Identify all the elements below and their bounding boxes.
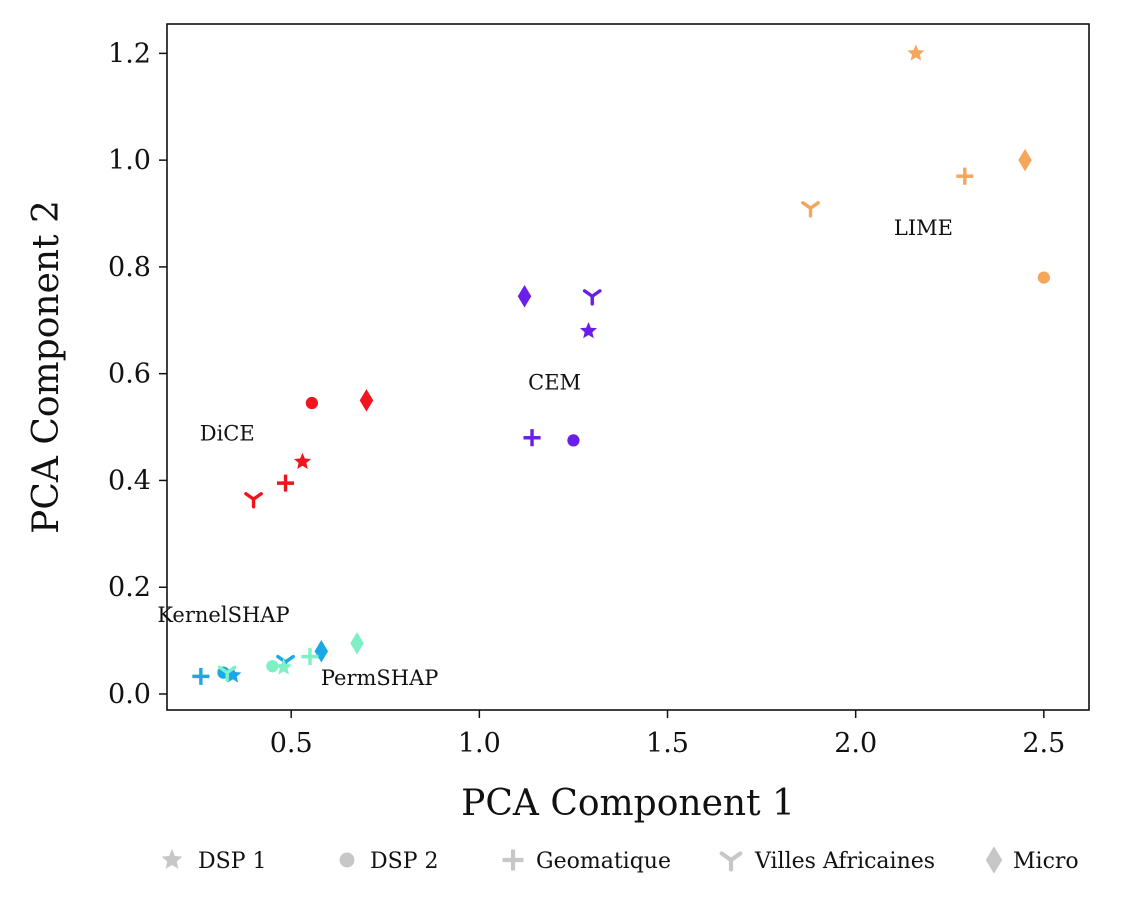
kernelshap-label: KernelSHAP (157, 603, 289, 627)
plot-frame (166, 23, 1090, 711)
dice-dsp-1-point (293, 452, 312, 470)
permshap-dsp-1-point (275, 658, 293, 675)
legend-plus-icon (502, 849, 524, 871)
x-axis-label: PCA Component 1 (461, 783, 795, 824)
lime-villes-africaines-point (801, 201, 820, 218)
y-tick-label: 0.4 (108, 465, 151, 496)
x-axis: 0.5 1.0 1.5 2.0 2.5 (270, 710, 1065, 759)
y-axis: 0.0 0.2 0.4 0.6 0.8 1.0 1.2 (108, 38, 167, 710)
legend-star-icon (161, 849, 183, 869)
y-axis-label: PCA Component 2 (26, 200, 67, 534)
y-tick-label: 0.6 (108, 359, 151, 390)
permshap-label: PermSHAP (321, 666, 439, 690)
dice-geomatique-point (276, 474, 295, 492)
legend-label: Villes Africaines (754, 849, 935, 874)
dice-micro-point (359, 389, 374, 412)
dice-villes-africaines-point (244, 492, 263, 509)
kernelshap-micro-point (314, 640, 329, 663)
legend-item-dsp-1: DSP 1 (161, 849, 267, 874)
permshap-micro-point (350, 632, 364, 655)
lime-micro-point (1018, 148, 1032, 172)
legend-item-geomatique: Geomatique (502, 849, 671, 874)
permshap-geomatique-point (301, 648, 319, 666)
legend-label: Micro (1013, 849, 1079, 874)
lime-dsp-1-point (907, 44, 925, 61)
x-tick-label: 1.5 (646, 728, 689, 759)
permshap-dsp-2-point (266, 660, 279, 673)
cem-villes-africaines-point (582, 289, 602, 306)
permshap-villes-africaines-point (217, 665, 237, 682)
legend-item-villes-africaines: Villes Africaines (719, 849, 935, 874)
cem-label: CEM (528, 371, 581, 395)
lime-geomatique-point (956, 167, 974, 185)
legend-diamond-icon (985, 846, 1003, 874)
y-tick-label: 1.0 (108, 145, 151, 176)
cem-micro-point (517, 285, 532, 308)
lime-dsp-2-point (1037, 271, 1050, 284)
dice-dsp-2-point (305, 396, 319, 410)
x-tick-label: 0.5 (270, 728, 313, 759)
legend-circle-icon (339, 852, 355, 868)
legend-item-dsp-2: DSP 2 (339, 849, 439, 874)
x-tick-label: 2.0 (834, 728, 877, 759)
data-points (192, 44, 1050, 685)
legend-label: DSP 2 (370, 849, 439, 874)
legend-label: Geomatique (536, 849, 671, 874)
x-tick-label: 1.0 (458, 728, 501, 759)
cem-geomatique-point (523, 429, 541, 447)
group-labels: LIME CEM DiCE KernelSHAP PermSHAP (157, 216, 953, 690)
cem-dsp-2-point (567, 434, 580, 447)
cem-dsp-1-point (579, 321, 598, 339)
y-tick-label: 0.0 (108, 679, 151, 710)
legend-item-micro: Micro (985, 846, 1079, 874)
y-tick-label: 0.8 (108, 252, 151, 283)
lime-label: LIME (894, 216, 953, 240)
legend-tri-icon (719, 851, 743, 872)
y-tick-label: 0.2 (108, 572, 151, 603)
y-tick-label: 1.2 (108, 38, 151, 69)
dice-label: DiCE (200, 421, 255, 445)
legend: DSP 1 DSP 2 Geomatique Villes Africaines Mic… (161, 846, 1079, 874)
kernelshap-geomatique-point (192, 667, 210, 685)
legend-label: DSP 1 (198, 849, 267, 874)
x-tick-label: 2.5 (1022, 728, 1065, 759)
